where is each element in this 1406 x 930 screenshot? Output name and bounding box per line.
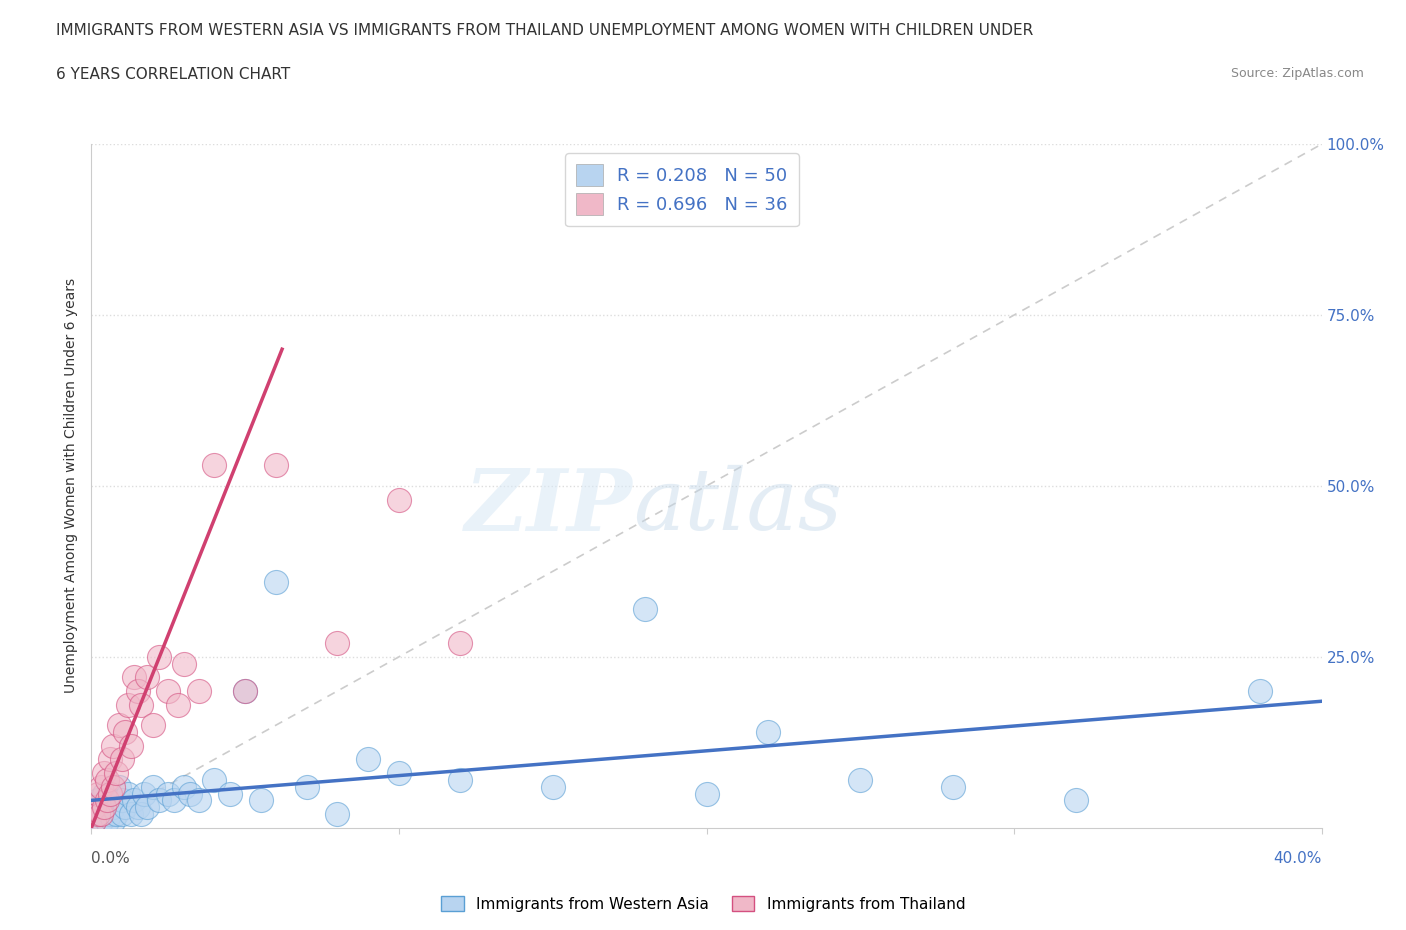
Point (202, 458, 225, 472)
Point (96, 793, 118, 808)
Text: Source: ZipAtlas.com: Source: ZipAtlas.com (1230, 67, 1364, 80)
Text: atlas: atlas (633, 465, 842, 548)
Point (86, 793, 108, 808)
Point (129, 806, 152, 821)
Point (96, 814, 118, 829)
Point (849, 773, 872, 788)
Point (127, 684, 149, 698)
Point (163, 793, 186, 808)
Text: 0.0%: 0.0% (91, 851, 131, 866)
Point (135, 800, 157, 815)
Point (326, 636, 349, 651)
Point (173, 779, 195, 794)
Point (124, 793, 146, 808)
Point (108, 779, 131, 794)
Point (98, 751, 121, 766)
Point (86, 786, 108, 801)
Point (98, 806, 121, 821)
Point (117, 786, 139, 801)
Point (83, 800, 105, 815)
Point (120, 806, 142, 821)
Point (233, 684, 256, 698)
Point (756, 724, 779, 739)
Y-axis label: Unemployment Among Women with Children Under 6 years: Unemployment Among Women with Children U… (65, 278, 79, 694)
Legend: R = 0.208   N = 50, R = 0.696   N = 36: R = 0.208 N = 50, R = 0.696 N = 36 (565, 153, 799, 226)
Point (132, 786, 155, 801)
Point (142, 779, 165, 794)
Point (111, 751, 134, 766)
Point (86, 806, 108, 821)
Point (101, 800, 124, 815)
Point (108, 718, 131, 733)
Point (111, 806, 134, 821)
Point (249, 793, 271, 808)
Point (93, 786, 115, 801)
Point (96, 773, 118, 788)
Text: IMMIGRANTS FROM WESTERN ASIA VS IMMIGRANTS FROM THAILAND UNEMPLOYMENT AMONG WOME: IMMIGRANTS FROM WESTERN ASIA VS IMMIGRAN… (56, 23, 1033, 38)
Point (541, 779, 564, 794)
Point (357, 751, 380, 766)
Point (127, 800, 149, 815)
Point (202, 773, 225, 788)
Point (148, 793, 170, 808)
Point (105, 765, 127, 780)
Point (218, 786, 240, 801)
Point (388, 765, 411, 780)
Point (90, 800, 112, 815)
Point (157, 684, 180, 698)
Point (264, 458, 287, 472)
Point (83, 814, 105, 829)
Point (135, 670, 157, 684)
Point (101, 779, 124, 794)
Point (120, 738, 142, 753)
Point (124, 670, 146, 684)
Text: 6 YEARS CORRELATION CHART: 6 YEARS CORRELATION CHART (56, 67, 291, 82)
Point (449, 773, 471, 788)
Point (83, 814, 105, 829)
Point (157, 786, 180, 801)
Point (188, 684, 211, 698)
Point (101, 814, 124, 829)
Point (388, 492, 411, 507)
Point (114, 800, 136, 815)
Point (129, 698, 152, 712)
Point (90, 806, 112, 821)
Point (188, 793, 211, 808)
Legend: Immigrants from Western Asia, Immigrants from Thailand: Immigrants from Western Asia, Immigrants… (434, 889, 972, 918)
Point (93, 765, 115, 780)
Point (173, 657, 195, 671)
Point (233, 684, 256, 698)
Point (105, 806, 127, 821)
Point (148, 649, 170, 664)
Point (114, 724, 136, 739)
Point (179, 786, 201, 801)
Point (634, 602, 657, 617)
Point (1249, 684, 1271, 698)
Point (142, 718, 165, 733)
Point (696, 786, 718, 801)
Point (1064, 793, 1087, 808)
Point (96, 800, 118, 815)
Point (90, 814, 112, 829)
Point (90, 779, 112, 794)
Point (264, 574, 287, 589)
Point (101, 738, 124, 753)
Point (111, 793, 134, 808)
Point (942, 779, 965, 794)
Point (295, 779, 318, 794)
Point (117, 698, 139, 712)
Text: 40.0%: 40.0% (1274, 851, 1322, 866)
Point (98, 793, 121, 808)
Point (93, 800, 115, 815)
Point (86, 806, 108, 821)
Point (93, 806, 115, 821)
Text: ZIP: ZIP (465, 465, 633, 548)
Point (98, 786, 121, 801)
Point (166, 698, 188, 712)
Point (326, 806, 349, 821)
Point (449, 636, 471, 651)
